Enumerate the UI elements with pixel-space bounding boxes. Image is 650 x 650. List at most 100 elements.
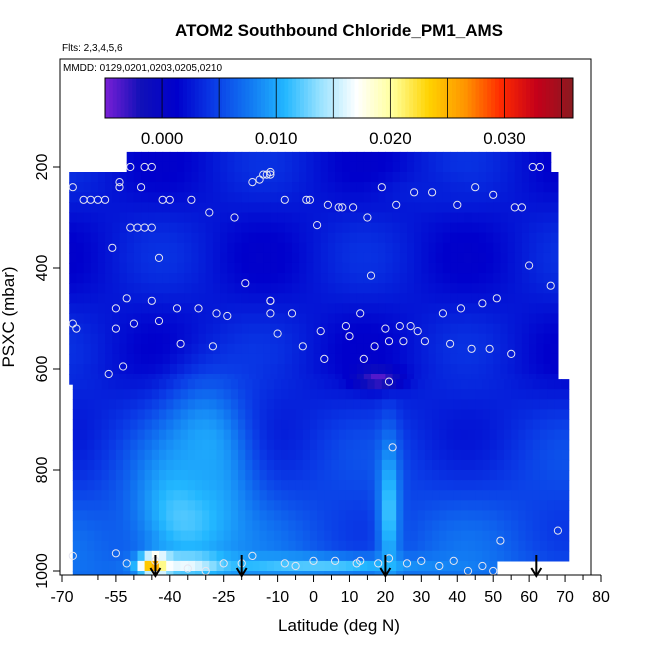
data-point (363, 213, 372, 222)
heatmap-cell (173, 560, 182, 572)
heatmap-cell (521, 293, 530, 304)
heatmap-cell (320, 212, 329, 224)
heatmap-cell (230, 560, 239, 572)
heatmap-cell (374, 540, 383, 552)
heatmap-cell (432, 500, 440, 511)
heatmap-cell (403, 449, 412, 461)
heatmap-cell (500, 232, 509, 244)
heatmap-cell (230, 540, 239, 552)
data-point (147, 162, 156, 172)
heatmap-cell (302, 540, 311, 552)
heatmap-cell (356, 333, 365, 345)
heatmap-cell (155, 313, 164, 325)
heatmap-cell (241, 262, 250, 274)
heatmap-cell (256, 242, 264, 254)
heatmap-cell (166, 470, 174, 481)
heatmap-cell (421, 161, 430, 173)
x-tick-label: -40 (158, 589, 181, 606)
heatmap-cell (417, 490, 426, 501)
heatmap-cell (130, 429, 139, 441)
heatmap-cell (234, 232, 243, 244)
heatmap-cell (248, 283, 257, 294)
x-axis: -70 -55 -40 -25 -10 0 10 20 30 40 50 60 70 80 (50, 574, 610, 606)
heatmap-cell (331, 500, 340, 511)
heatmap-cell (439, 459, 448, 471)
heatmap-cell (241, 252, 250, 264)
heatmap-cell (442, 333, 451, 345)
heatmap-cell (371, 252, 379, 264)
heatmap-cell (137, 500, 146, 511)
heatmap-cell (417, 419, 426, 431)
heatmap-cell (263, 323, 271, 335)
heatmap-cell (489, 409, 498, 421)
heatmap-cell (119, 353, 128, 365)
heatmap-cell (288, 510, 297, 522)
heatmap-cell (371, 293, 379, 304)
heatmap-cell (270, 232, 279, 244)
heatmap-cell (399, 273, 408, 284)
heatmap-cell (435, 353, 444, 365)
heatmap-cell (69, 303, 77, 314)
heatmap-cell (547, 530, 555, 542)
heatmap-cell (371, 343, 379, 355)
heatmap-cell (478, 353, 487, 365)
heatmap-cell (396, 480, 404, 491)
heatmap-cell (166, 389, 174, 400)
heatmap-cell (550, 343, 559, 355)
heatmap-cell (216, 399, 225, 410)
heatmap-cell (80, 379, 88, 390)
heatmap-cell (252, 560, 261, 572)
heatmap-cell (108, 520, 117, 532)
heatmap-cell (302, 520, 311, 532)
heatmap-cell (320, 353, 329, 365)
heatmap-cell (374, 409, 383, 421)
heatmap-cell (69, 252, 77, 264)
heatmap-cell (252, 490, 261, 501)
heatmap-cell (115, 530, 124, 542)
heatmap-cell (144, 500, 153, 511)
heatmap-cell (195, 520, 203, 532)
heatmap-cell (234, 293, 243, 304)
heatmap-cell (363, 273, 372, 284)
data-point (194, 304, 203, 313)
heatmap-cell (335, 283, 343, 294)
heatmap-cell (446, 540, 455, 552)
heatmap-cell (166, 560, 174, 572)
colorbar-segment (487, 78, 492, 118)
data-point (456, 304, 465, 313)
heatmap-cell (133, 202, 142, 214)
heatmap-cell (381, 459, 390, 471)
heatmap-cell (141, 273, 149, 284)
heatmap-cell (256, 212, 264, 224)
heatmap-cell (356, 262, 365, 274)
colorbar (104, 77, 574, 119)
heatmap-cell (345, 500, 354, 511)
heatmap-cell (72, 480, 81, 491)
heatmap-cell (108, 399, 117, 410)
heatmap-cell (223, 480, 232, 491)
heatmap-cell (514, 262, 523, 274)
heatmap-cell (83, 364, 92, 375)
data-point (137, 183, 146, 192)
heatmap-cell (532, 389, 541, 400)
heatmap-cell (169, 172, 178, 183)
heatmap-cell (521, 182, 530, 193)
heatmap-cell (478, 293, 487, 304)
heatmap-cell (342, 262, 351, 274)
heatmap-cell (241, 313, 250, 325)
heatmap-cell (220, 192, 228, 203)
heatmap-cell (295, 510, 304, 522)
heatmap-cell (432, 389, 440, 400)
heatmap-cell (482, 530, 491, 542)
heatmap-cell (338, 500, 347, 511)
heatmap-cell (335, 192, 343, 203)
data-point (147, 296, 156, 305)
heatmap-cell (489, 571, 498, 575)
heatmap-cell (72, 560, 81, 572)
heatmap-cell (496, 540, 505, 552)
heatmap-cell (525, 419, 534, 431)
heatmap-cell (442, 364, 451, 375)
heatmap-cell (468, 449, 476, 461)
heatmap-cell (83, 353, 92, 365)
heatmap-cell (327, 242, 336, 254)
